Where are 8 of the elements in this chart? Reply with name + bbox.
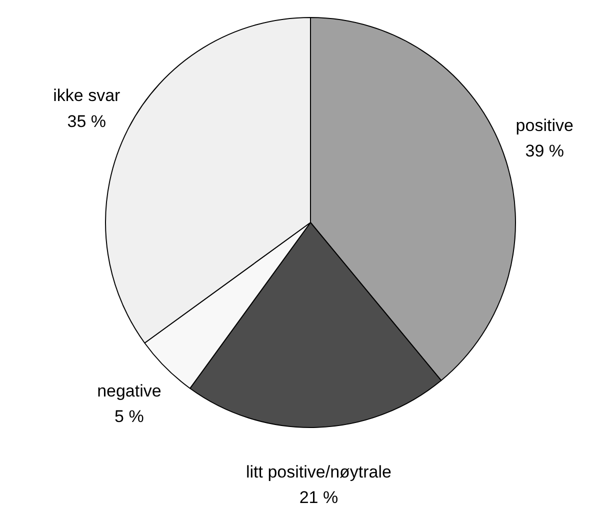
data-label: 21 % [299, 488, 338, 506]
slice-label: ikke svar [53, 86, 121, 106]
data-label: 35 % [67, 112, 106, 131]
slice-label: negative [97, 381, 162, 400]
slice-label: positive [516, 116, 574, 135]
data-label: 5 % [114, 407, 144, 426]
slice-label: litt positive/nøytrale [246, 462, 392, 482]
data-label: 39 % [525, 142, 564, 161]
